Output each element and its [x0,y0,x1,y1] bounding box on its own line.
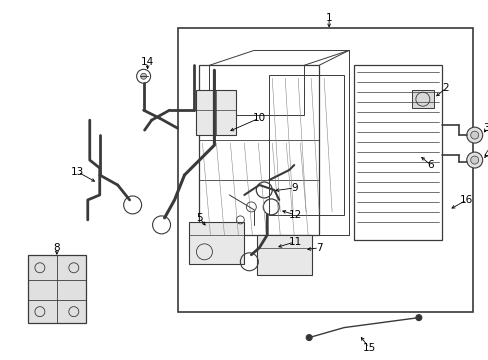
Bar [209,65,304,115]
Bar [353,65,441,240]
Bar [269,75,344,215]
Text: 3: 3 [482,123,488,133]
Circle shape [470,131,478,139]
Text: 7: 7 [315,243,322,253]
Circle shape [141,73,146,79]
Bar [411,90,433,108]
Circle shape [470,156,478,164]
Bar [28,255,85,323]
Text: 15: 15 [362,343,375,352]
Circle shape [305,334,311,341]
Text: 12: 12 [288,210,301,220]
Bar [199,65,319,235]
Text: 8: 8 [53,243,60,253]
Bar [196,90,236,135]
Text: 10: 10 [252,113,265,123]
Text: 1: 1 [325,13,332,23]
Text: 14: 14 [141,57,154,67]
Text: 13: 13 [71,167,84,177]
Text: 16: 16 [459,195,472,205]
Text: 5: 5 [196,213,203,223]
Text: 9: 9 [290,183,297,193]
Text: 6: 6 [427,160,433,170]
Bar [257,235,311,275]
Text: 2: 2 [442,83,448,93]
Bar [177,28,472,312]
Circle shape [466,127,482,143]
Text: 11: 11 [288,237,301,247]
Text: 4: 4 [482,150,488,160]
Circle shape [415,315,421,321]
Bar [189,222,244,264]
Circle shape [466,152,482,168]
